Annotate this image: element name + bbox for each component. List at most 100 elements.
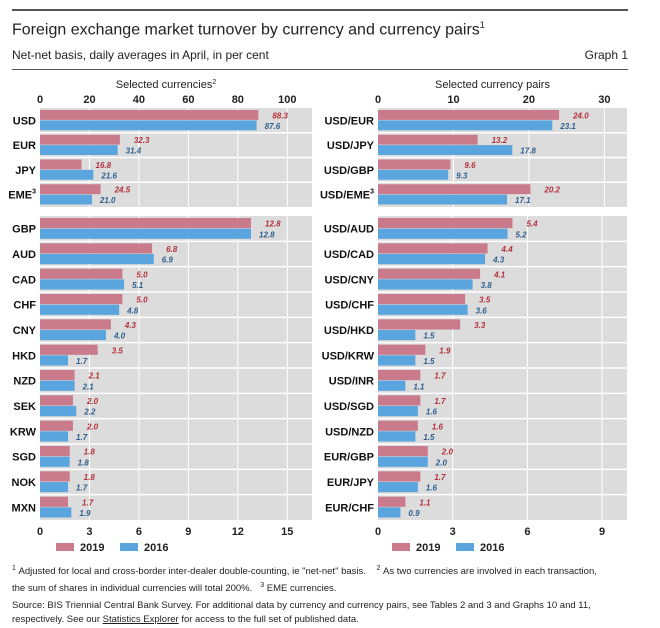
legend-label-2016: 2016 [144,542,168,554]
panel-title: Selected currencies2 [116,79,217,91]
category-label: GBP [12,224,36,236]
axis-tick-label: 9 [599,526,605,538]
data-label-2016: 1.5 [423,332,435,341]
data-label-2019: 2.0 [86,397,99,406]
category-label: CHF [13,300,36,312]
bar-2019 [40,446,70,457]
data-label-2016: 3.6 [476,306,488,315]
bar-2016 [378,482,418,493]
axis-tick-label: 12 [232,526,244,538]
bar-2019 [40,110,259,120]
bar-2016 [40,456,70,467]
data-label-2016: 9.3 [456,171,468,180]
data-label-2019: 88.3 [272,111,288,120]
title-text: Foreign exchange market turnover by curr… [12,21,480,39]
category-label: USD [13,115,36,127]
axis-tick-label: 80 [232,94,244,106]
data-label-2016: 5.2 [515,230,527,239]
category-label: CAD [12,274,36,286]
bar-2019 [378,471,421,482]
title-footnote-mark: 2 [212,79,216,86]
data-label-2016: 2.1 [82,382,95,391]
data-label-2019: 2.0 [441,448,454,457]
bar-2019 [378,446,428,457]
data-label-2019: 2.1 [88,372,101,381]
axis-tick-label: 0 [37,94,43,106]
axis-tick-label: 0 [37,526,43,538]
data-label-2016: 1.5 [423,433,435,442]
axis-tick-label: 100 [278,94,296,106]
bar-2019 [378,184,531,195]
footnote-mark: 3 [260,582,265,590]
category-label: MXN [12,502,37,514]
data-label-2019: 4.4 [501,245,514,254]
bar-2016 [378,380,406,391]
data-label-2016: 1.6 [426,408,438,417]
axis-tick-label: 10 [447,94,459,106]
category-label: USD/EUR [324,115,374,127]
statistics-explorer-link[interactable]: Statistics Explorer [102,614,179,625]
data-label-2016: 21.0 [99,196,116,205]
bar-2019 [378,159,451,170]
axis-tick-label: 6 [136,526,142,538]
bar-2019 [40,395,73,406]
data-label-2019: 1.7 [434,473,446,482]
data-label-2016: 21.6 [100,171,117,180]
source-line-2-end: for access to the full set of published … [178,614,359,625]
axis-tick-label: 6 [524,526,530,538]
axis-tick-label: 20 [83,94,95,106]
data-label-2016: 2.0 [435,458,448,467]
legend-swatch-2016 [456,543,474,551]
axis-tick-label: 3 [450,526,456,538]
data-label-2019: 32.3 [134,136,150,145]
axis-tick-label: 20 [523,94,535,106]
category-label: USD/NZD [325,426,374,438]
axis-tick-label: 30 [598,94,610,106]
data-label-2016: 31.4 [126,147,142,156]
data-label-2019: 4.3 [124,321,137,330]
bar-2016 [40,254,154,265]
bar-2019 [40,294,123,305]
data-label-2019: 6.8 [166,245,178,254]
data-label-2019: 2.0 [86,422,99,431]
graph-subtitle: Net-net basis, daily averages in April, … [12,48,269,62]
data-label-2019: 24.0 [572,111,589,120]
data-label-2016: 2.2 [83,408,96,417]
footnote-mark: 1 [12,565,16,572]
category-label: SEK [13,401,36,413]
data-label-2016: 4.3 [492,256,505,265]
data-label-2016: 17.1 [515,196,531,205]
panel-title: Selected currency pairs [435,79,550,91]
legend-label-2016: 2016 [480,542,504,554]
data-label-2016: 23.1 [559,122,576,131]
bar-2016 [40,406,77,417]
data-label-2019: 1.7 [434,397,446,406]
data-label-2019: 1.8 [84,473,96,482]
category-label: AUD [12,249,36,261]
bar-2016 [40,120,257,131]
data-label-2019: 3.5 [479,296,491,305]
footnote-2-cont: the sum of shares in individual currenci… [12,583,253,595]
bar-2019 [378,218,513,229]
source-note: Source: BIS Triennial Central Bank Surve… [12,599,642,627]
data-label-2016: 1.5 [423,357,435,366]
legend-label-2019: 2019 [416,542,440,554]
title-footnote-mark: 1 [479,20,485,30]
data-label-2019: 12.8 [265,220,281,229]
category-label: USD/CNY [324,274,374,286]
bar-2016 [378,279,473,290]
bar-2019 [378,420,418,431]
bar-2016 [40,330,106,341]
category-label: USD/AUD [324,224,374,236]
footnote-2: As two currencies are involved in each t… [383,566,597,578]
bar-2016 [378,254,486,265]
category-label: USD/GBP [324,165,374,177]
data-label-2019: 13.2 [492,136,508,145]
data-label-2019: 20.2 [543,186,560,195]
bar-2016 [378,355,416,366]
data-label-2016: 6.9 [162,256,174,265]
category-label: HKD [12,350,36,362]
category-label: USD/JPY [327,140,375,152]
legend-swatch-2019 [392,543,410,551]
data-label-2016: 1.8 [78,458,90,467]
